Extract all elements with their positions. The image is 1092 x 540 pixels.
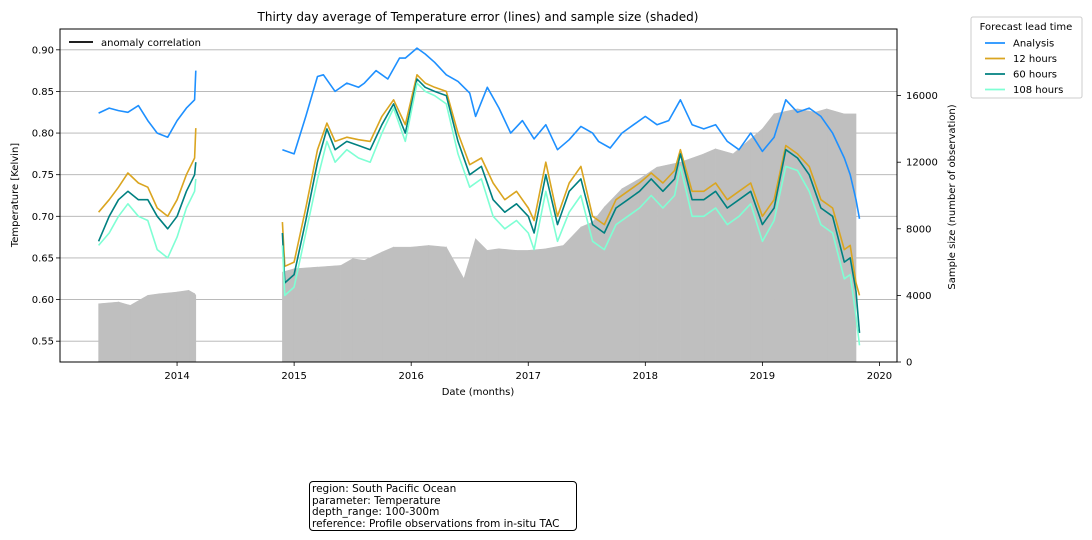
legend-title: Forecast lead time <box>980 22 1073 33</box>
sample-size-area <box>410 245 430 363</box>
sample-size-area <box>621 178 640 363</box>
series-line-60-hours <box>281 78 861 333</box>
y2-tick-label: 12000 <box>906 158 938 169</box>
y-tick-label: 0.90 <box>32 45 54 56</box>
series-line-analysis <box>98 70 197 138</box>
y-tick-label: 0.65 <box>32 253 54 264</box>
sample-size-area <box>463 238 476 363</box>
x-tick-label: 2015 <box>281 371 306 382</box>
y2-tick-label: 0 <box>906 358 912 369</box>
sample-size-area <box>176 290 190 363</box>
sample-size-area <box>797 108 816 363</box>
sample-size-area <box>475 238 488 363</box>
sample-size-area <box>498 248 517 363</box>
sample-size-area <box>446 245 465 363</box>
sample-size-area <box>750 128 763 363</box>
y-tick-label: 0.55 <box>32 337 54 348</box>
series-line-60-hours <box>97 162 197 242</box>
sample-size-area <box>545 245 564 363</box>
x-tick-label: 2020 <box>867 371 892 382</box>
plot-area: 0.55 0.60 0.65 0.70 0.75 0.80 0.85 0.90 2014 2015… <box>32 28 938 382</box>
y-tick-label: 0.70 <box>32 212 54 223</box>
sample-size-area <box>393 246 412 363</box>
info-line-reference: reference: Profile observations from in-… <box>312 517 560 530</box>
legend-label: Analysis <box>1013 39 1054 50</box>
x-tick-label: 2016 <box>398 371 423 382</box>
y-tick-label: 0.75 <box>32 170 54 181</box>
y2-tick-label: 16000 <box>906 91 938 102</box>
x-tick-label: 2018 <box>633 371 658 382</box>
legend-frame <box>970 16 1083 99</box>
legend: Forecast lead time Analysis 12 hours 60 ho… <box>970 16 1083 99</box>
x-tick-label: 2019 <box>750 371 775 382</box>
sample-size-area <box>188 289 195 363</box>
legend-entries: Analysis 12 hours 60 hours 108 hours <box>985 39 1063 96</box>
x-tick-label: 2014 <box>164 371 189 382</box>
legend-label: 60 hours <box>1013 70 1057 81</box>
info-line-depth-range: depth_range: 100-300m <box>312 506 440 518</box>
x-axis-label: Date (months) <box>442 387 515 398</box>
sample-size-area <box>364 251 383 363</box>
series-line-108-hours <box>281 82 861 346</box>
y2-tick-label: 8000 <box>906 224 931 235</box>
y2-axis-label: Sample size (number of observation) <box>947 104 958 289</box>
y-axis-label: Temperature [Kelvin] <box>10 143 21 248</box>
sample-size-area <box>703 148 716 363</box>
chart-title: Thirty day average of Temperature error … <box>257 10 699 24</box>
sample-size-area <box>715 148 734 363</box>
info-line-region: region: South Pacific Ocean <box>312 483 457 495</box>
sample-size-area <box>516 250 529 363</box>
inner-legend-label: anomaly correlation <box>101 38 201 49</box>
sample-size-area <box>118 301 131 363</box>
sample-size-area <box>580 221 593 363</box>
sample-size-area <box>592 206 605 363</box>
y-tick-label: 0.80 <box>32 129 54 140</box>
y-tick-label: 0.85 <box>32 87 54 98</box>
inner-legend: anomaly correlation <box>69 38 201 49</box>
sample-size-area <box>826 108 845 363</box>
sample-size-area <box>527 248 547 363</box>
sample-size-area <box>656 161 681 363</box>
series-line-12-hours <box>281 74 861 296</box>
sample-size-area <box>317 265 342 363</box>
y-tick-label: 0.60 <box>32 295 54 306</box>
sample-size-area <box>814 108 828 363</box>
sample-size-area <box>639 166 658 363</box>
sample-size-area <box>428 245 447 363</box>
sample-size-area <box>486 248 500 363</box>
series-line-108-hours <box>97 178 197 259</box>
series-line-analysis <box>282 47 861 219</box>
info-box: region: South Pacific Ocean parameter: T… <box>309 481 577 531</box>
sample-size-area <box>680 153 705 363</box>
sample-size-area <box>159 291 178 363</box>
sample-size-area <box>381 246 394 363</box>
plot-frame <box>59 28 898 363</box>
sample-size-area <box>340 258 353 363</box>
sample-size-area <box>844 113 857 363</box>
sample-size-area <box>293 266 318 363</box>
sample-size-area <box>98 301 119 363</box>
sample-size-area <box>129 294 149 363</box>
series-line-12-hours <box>97 128 197 218</box>
sample-size-area <box>352 258 365 363</box>
sample-size-area <box>732 138 751 363</box>
info-line-parameter: parameter: Temperature <box>312 494 441 507</box>
legend-label: 12 hours <box>1013 54 1057 65</box>
x-tick-label: 2017 <box>516 371 541 382</box>
sample-size-area <box>147 293 160 363</box>
legend-label: 108 hours <box>1013 85 1063 96</box>
y2-tick-label: 4000 <box>906 291 931 302</box>
sample-size-area <box>563 226 582 363</box>
sample-size-area <box>194 292 197 363</box>
